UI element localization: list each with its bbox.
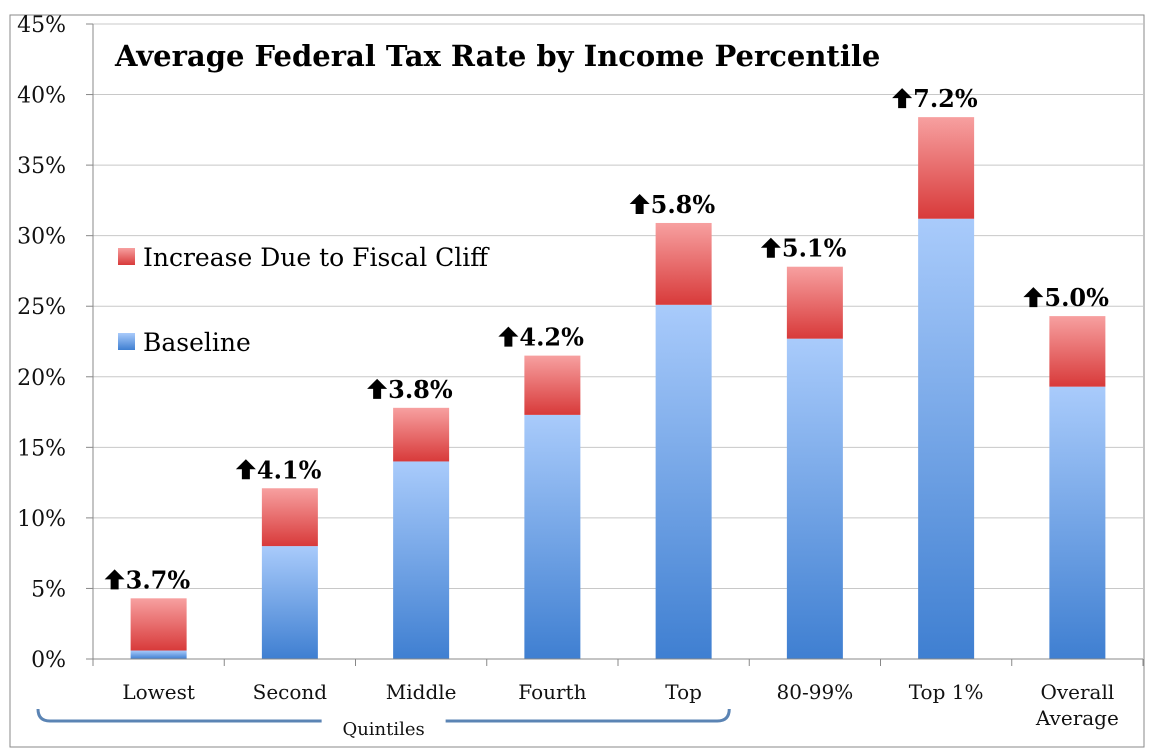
x-tick-label: Lowest (122, 680, 195, 704)
y-tick-label: 10% (17, 507, 66, 532)
bars (130, 117, 1106, 659)
y-tick-label: 35% (17, 154, 66, 179)
y-tick-label: 30% (17, 225, 66, 250)
data-label: 5.0% (1044, 283, 1109, 312)
y-tick-label: 45% (17, 13, 66, 38)
legend: Increase Due to Fiscal Cliff Baseline (118, 243, 490, 357)
up-arrow-icon (1023, 287, 1044, 308)
x-tick-label: Second (253, 680, 328, 704)
bar-baseline (130, 650, 187, 659)
bar-increase (524, 355, 581, 415)
bar-baseline (524, 414, 581, 659)
bar-baseline (918, 218, 975, 659)
data-label: 4.1% (257, 455, 322, 484)
legend-swatch (118, 333, 135, 350)
data-label: 3.8% (388, 375, 453, 404)
quintiles-bracket: Quintiles (36, 708, 731, 740)
up-arrow-icon (367, 378, 388, 399)
legend-label: Increase Due to Fiscal Cliff (143, 243, 490, 272)
bar-baseline (786, 338, 843, 659)
up-arrow-icon (104, 569, 125, 590)
data-label: 4.2% (519, 323, 584, 352)
y-tick-label: 20% (17, 366, 66, 391)
bar-baseline (393, 461, 450, 659)
up-arrow-icon (235, 459, 256, 480)
y-tick-label: 5% (31, 577, 66, 602)
axes: 0% 5% 10% 15% 20% 25% 30% 35% 40% 45% Lowest Second… (17, 13, 1144, 730)
bar-baseline (261, 546, 318, 659)
gridlines (93, 23, 1143, 589)
bar-increase (655, 222, 712, 305)
x-tick-label: Overall (1040, 680, 1114, 704)
x-tick-label: Top (665, 680, 702, 704)
data-labels: 3.7% 4.1% 3.8% 4.2% 5.8% 5.1% 7.2% 5.0% (104, 84, 1109, 594)
bar-increase (393, 407, 450, 462)
x-tick-label: 80-99% (777, 680, 854, 704)
bar-increase (261, 488, 318, 547)
up-arrow-icon (892, 88, 913, 109)
bar-increase (1049, 316, 1106, 387)
data-label: 5.1% (782, 234, 847, 263)
y-tick-label: 0% (31, 648, 66, 673)
bar-increase (918, 117, 975, 219)
chart-title: Average Federal Tax Rate by Income Perce… (114, 39, 880, 73)
y-tick-label: 25% (17, 295, 66, 320)
bar-increase (786, 266, 843, 339)
data-label: 3.7% (126, 565, 191, 594)
x-tick-label: Fourth (518, 680, 586, 704)
plot-frame (9, 14, 1145, 748)
y-tick-label: 40% (17, 84, 66, 109)
y-tick-label: 15% (17, 436, 66, 461)
up-arrow-icon (760, 237, 781, 258)
data-label: 7.2% (913, 84, 978, 113)
legend-swatch (118, 248, 135, 265)
bar-baseline (1049, 386, 1106, 659)
bar-baseline (655, 304, 712, 659)
x-tick-label: Top 1% (909, 680, 984, 704)
x-tick-label: Middle (386, 680, 457, 704)
quintiles-label: Quintiles (342, 719, 424, 740)
up-arrow-icon (629, 193, 650, 214)
x-tick-label: Average (1035, 706, 1119, 730)
bar-increase (130, 598, 187, 651)
quintiles-bracket-line (36, 708, 731, 723)
legend-label: Baseline (143, 328, 251, 357)
data-label: 5.8% (651, 190, 716, 219)
up-arrow-icon (498, 326, 519, 347)
